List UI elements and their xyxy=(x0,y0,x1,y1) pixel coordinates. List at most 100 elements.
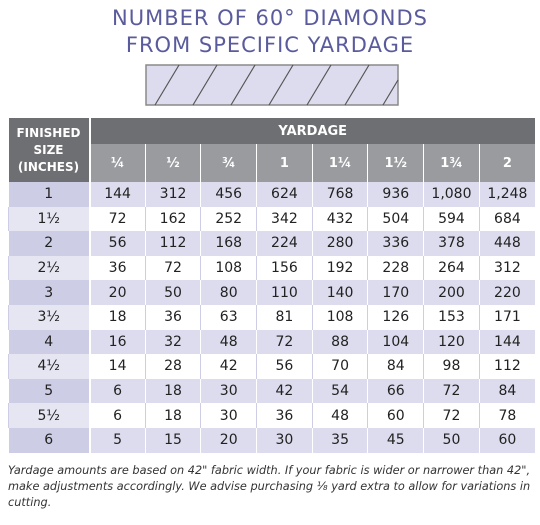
cell: 72 xyxy=(423,403,480,428)
cell: 32 xyxy=(144,329,201,355)
cell: 456 xyxy=(200,182,257,207)
cell: 110 xyxy=(256,280,313,305)
column-header: 1½ xyxy=(367,144,424,182)
cell: 78 xyxy=(478,403,535,428)
cell: 72 xyxy=(423,378,480,404)
cell: 98 xyxy=(423,354,480,379)
cell: 81 xyxy=(256,304,313,330)
cell: 228 xyxy=(367,255,424,281)
cell: 14 xyxy=(89,354,146,379)
corner-header-line: FINISHED xyxy=(16,125,81,140)
size-cell: 1½ xyxy=(8,206,91,232)
cell: 171 xyxy=(478,304,535,330)
column-header: ½ xyxy=(144,144,201,182)
corner-header: FINISHED SIZE (INCHES) xyxy=(8,118,91,182)
size-cell: 5½ xyxy=(8,403,91,428)
cell: 42 xyxy=(200,354,257,379)
cell: 48 xyxy=(311,403,368,428)
cell: 30 xyxy=(200,403,257,428)
cell: 1,248 xyxy=(478,182,535,207)
cell: 1,080 xyxy=(423,182,480,207)
size-cell: 2 xyxy=(8,231,91,256)
cell: 45 xyxy=(367,427,424,453)
cell: 336 xyxy=(367,231,424,256)
cell: 56 xyxy=(89,231,146,256)
corner-header-line: (INCHES) xyxy=(17,159,80,174)
size-cell: 5 xyxy=(8,378,91,404)
cell: 5 xyxy=(89,427,146,453)
data-row: 4½ 14 28 42 56 70 84 98 112 xyxy=(8,354,535,379)
cell: 112 xyxy=(144,231,201,256)
cell: 252 xyxy=(200,206,257,232)
cell: 6 xyxy=(89,378,146,404)
cell: 192 xyxy=(311,255,368,281)
cell: 108 xyxy=(200,255,257,281)
cell: 84 xyxy=(478,378,535,404)
cell: 18 xyxy=(144,403,201,428)
column-header: 1¼ xyxy=(311,144,368,182)
cell: 88 xyxy=(311,329,368,355)
cell: 20 xyxy=(89,280,146,305)
cell: 312 xyxy=(478,255,535,281)
column-header: ¼ xyxy=(89,144,146,182)
cell: 18 xyxy=(89,304,146,330)
cell: 684 xyxy=(478,206,535,232)
cell: 280 xyxy=(311,231,368,256)
cell: 72 xyxy=(89,206,146,232)
cell: 200 xyxy=(423,280,480,305)
cell: 156 xyxy=(256,255,313,281)
column-header: 1 xyxy=(256,144,313,182)
cell: 624 xyxy=(256,182,313,207)
cell: 168 xyxy=(200,231,257,256)
size-cell: 1 xyxy=(8,182,91,207)
diamond-strip xyxy=(145,64,399,106)
cell: 30 xyxy=(200,378,257,404)
group-header: YARDAGE xyxy=(89,118,535,144)
cell: 224 xyxy=(256,231,313,256)
cell: 84 xyxy=(367,354,424,379)
column-header: ¾ xyxy=(200,144,257,182)
cell: 66 xyxy=(367,378,424,404)
cell: 36 xyxy=(144,304,201,330)
cell: 120 xyxy=(423,329,480,355)
cell: 936 xyxy=(367,182,424,207)
footnote: Yardage amounts are based on 42" fabric … xyxy=(8,464,531,509)
cell: 54 xyxy=(311,378,368,404)
cell: 36 xyxy=(89,255,146,281)
data-row: 4 16 32 48 72 88 104 120 144 xyxy=(8,329,535,355)
title-line: FROM SPECIFIC YARDAGE xyxy=(125,33,415,57)
cell: 35 xyxy=(311,427,368,453)
cell: 50 xyxy=(423,427,480,453)
data-row: 1½ 72 162 252 342 432 504 594 684 xyxy=(8,206,535,232)
cell: 768 xyxy=(311,182,368,207)
data-row: 2 56 112 168 224 280 336 378 448 xyxy=(8,231,535,256)
cell: 220 xyxy=(478,280,535,305)
column-header: 1¾ xyxy=(423,144,480,182)
cell: 594 xyxy=(423,206,480,232)
cell: 108 xyxy=(311,304,368,330)
cell: 432 xyxy=(311,206,368,232)
cell: 144 xyxy=(478,329,535,355)
cell: 72 xyxy=(256,329,313,355)
cell: 170 xyxy=(367,280,424,305)
size-cell: 2½ xyxy=(8,255,91,281)
column-header: 2 xyxy=(478,144,535,182)
data-row: 1 144 312 456 624 768 936 1,080 1,248 xyxy=(8,182,535,207)
cell: 18 xyxy=(144,378,201,404)
data-row: 2½ 36 72 108 156 192 228 264 312 xyxy=(8,255,535,281)
yardage-table: FINISHED SIZE (INCHES) YARDAGE ¼ ½ ¾ 1 1¼ 1½ 1¾ 2 1 1… xyxy=(8,118,535,453)
cell: 504 xyxy=(367,206,424,232)
cell: 153 xyxy=(423,304,480,330)
title-line: NUMBER OF 60° DIAMONDS xyxy=(112,6,428,30)
cell: 60 xyxy=(367,403,424,428)
data-row: 5 6 18 30 42 54 66 72 84 xyxy=(8,378,535,404)
cell: 20 xyxy=(200,427,257,453)
cell: 448 xyxy=(478,231,535,256)
cell: 56 xyxy=(256,354,313,379)
cell: 15 xyxy=(144,427,201,453)
cell: 378 xyxy=(423,231,480,256)
cell: 144 xyxy=(89,182,146,207)
size-cell: 6 xyxy=(8,427,91,453)
cell: 6 xyxy=(89,403,146,428)
